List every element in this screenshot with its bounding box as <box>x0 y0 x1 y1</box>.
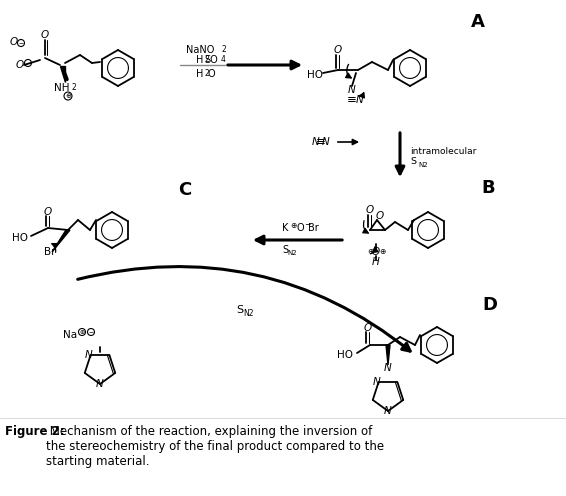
Text: S: S <box>282 245 288 255</box>
Text: N: N <box>356 95 364 105</box>
Text: H: H <box>372 257 380 267</box>
Text: Mechanism of the reaction, explaining the inversion of
the stereochemistry of th: Mechanism of the reaction, explaining th… <box>46 425 384 468</box>
Text: N2: N2 <box>243 309 253 317</box>
Text: NH: NH <box>54 83 70 93</box>
Text: O: O <box>296 223 304 233</box>
Text: O: O <box>366 205 374 215</box>
Text: O: O <box>44 207 52 217</box>
Text: N2: N2 <box>287 250 297 256</box>
Text: K: K <box>282 223 288 233</box>
Text: H: H <box>196 69 204 79</box>
Text: 2: 2 <box>205 69 209 78</box>
Text: B: B <box>481 179 495 197</box>
Text: 2: 2 <box>71 83 76 92</box>
Text: N: N <box>373 377 380 387</box>
Text: C: C <box>178 181 192 199</box>
Text: O: O <box>16 60 24 70</box>
Text: H: H <box>196 55 204 65</box>
Text: 2: 2 <box>205 56 209 64</box>
Text: ≡: ≡ <box>347 94 357 107</box>
Polygon shape <box>60 66 65 82</box>
Text: HO: HO <box>12 233 28 243</box>
Text: N2: N2 <box>418 162 428 168</box>
Text: ⊕: ⊕ <box>367 248 373 256</box>
Text: Figure 2:: Figure 2: <box>5 425 65 438</box>
Text: O: O <box>376 211 384 221</box>
Text: N: N <box>96 379 104 389</box>
Text: Br: Br <box>44 247 55 257</box>
Polygon shape <box>386 345 390 365</box>
Text: ⊕: ⊕ <box>79 329 85 334</box>
Text: ≡: ≡ <box>316 135 326 148</box>
Text: N: N <box>384 363 392 373</box>
Text: O: O <box>372 247 380 257</box>
Text: ⊕: ⊕ <box>379 248 385 256</box>
Text: N: N <box>85 350 92 360</box>
Text: Br: Br <box>308 223 318 233</box>
Text: −: − <box>304 221 310 230</box>
Text: S: S <box>237 305 243 315</box>
Text: −: − <box>25 61 31 65</box>
Text: HO: HO <box>307 70 323 80</box>
Text: ⊕: ⊕ <box>290 221 296 230</box>
Text: Na: Na <box>63 330 77 340</box>
Text: O: O <box>364 323 372 333</box>
Text: −: − <box>18 41 24 46</box>
Text: O: O <box>207 69 215 79</box>
Text: −: − <box>88 329 93 334</box>
Text: N: N <box>384 406 392 416</box>
Text: HO: HO <box>337 350 353 360</box>
Text: SO: SO <box>204 55 218 65</box>
Text: NaNO: NaNO <box>186 45 214 55</box>
Text: N: N <box>312 137 320 147</box>
Text: N: N <box>348 85 356 95</box>
Text: A: A <box>471 13 485 31</box>
Text: ⊕: ⊕ <box>65 93 71 99</box>
Text: D: D <box>482 296 498 314</box>
Text: N: N <box>322 137 330 147</box>
Text: 4: 4 <box>221 56 225 64</box>
Polygon shape <box>52 230 70 252</box>
Text: S: S <box>410 158 416 167</box>
Text: intramolecular: intramolecular <box>410 147 477 157</box>
Text: O: O <box>41 30 49 40</box>
Text: 2: 2 <box>222 46 226 55</box>
Text: O: O <box>10 37 18 47</box>
Text: O: O <box>334 45 342 55</box>
